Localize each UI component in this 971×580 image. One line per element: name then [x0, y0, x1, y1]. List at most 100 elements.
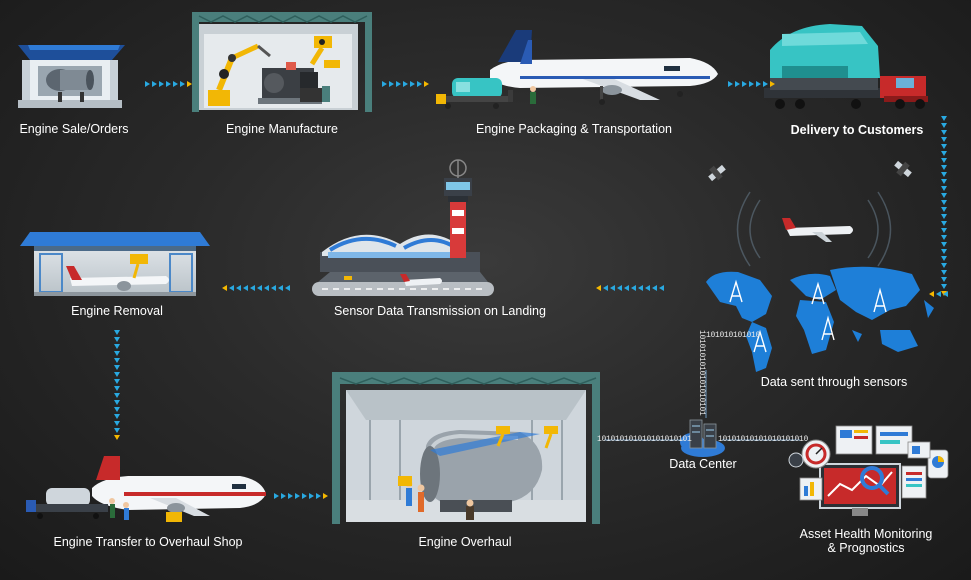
arrow-delivery-to-sensors-chevron — [941, 123, 947, 128]
arrow-delivery-to-sensors-chevron — [941, 130, 947, 135]
arrow-transfer-to-overhaul-chevron — [323, 493, 328, 499]
satellite-right-icon — [894, 160, 912, 178]
arrow-airport-to-removal-chevron — [229, 285, 234, 291]
arrow-delivery-to-sensors-chevron — [941, 165, 947, 170]
label-engine-overhaul: Engine Overhaul — [418, 535, 512, 549]
arrow-delivery-to-sensors-chevron — [941, 214, 947, 219]
arrow-map-to-airport-chevron — [645, 285, 650, 291]
label-data-center: Data Center — [669, 457, 737, 471]
arrow-delivery-to-sensors-chevron — [941, 270, 947, 275]
arrow-delivery-to-sensors-chevron — [941, 221, 947, 226]
arrow-packaging-to-delivery — [728, 81, 775, 87]
arrow-packaging-to-delivery-chevron — [728, 81, 733, 87]
arrow-into-map-chevron — [943, 291, 948, 297]
arrow-into-map-chevron — [929, 291, 934, 297]
arrow-map-to-airport-chevron — [652, 285, 657, 291]
arrow-delivery-to-sensors-chevron — [941, 193, 947, 198]
binary-stream-right: 10101010101010101010 — [718, 435, 809, 444]
arrow-map-to-airport-chevron — [603, 285, 608, 291]
delivery-truck-illustration — [764, 24, 928, 109]
in-flight-plane-icon — [782, 218, 853, 242]
arrow-removal-to-transfer-chevron — [114, 407, 120, 412]
data-center-illustration — [680, 419, 725, 457]
label-engine-removal: Engine Removal — [71, 304, 163, 318]
arrow-manufacture-to-packaging — [382, 81, 429, 87]
arrow-sale-to-manufacture-chevron — [152, 81, 157, 87]
asset-health-dashboard-illustration — [788, 425, 949, 516]
arrow-delivery-to-sensors-chevron — [941, 277, 947, 282]
label-delivery: Delivery to Customers — [790, 123, 924, 137]
arrow-map-to-airport-chevron — [610, 285, 615, 291]
arrow-map-to-airport-chevron — [638, 285, 643, 291]
arrow-removal-to-transfer-chevron — [114, 414, 120, 419]
arrow-packaging-to-delivery-chevron — [763, 81, 768, 87]
arrow-packaging-to-delivery-chevron — [770, 81, 775, 87]
arrow-transfer-to-overhaul-chevron — [316, 493, 321, 499]
label-asset-health-1: Asset Health Monitoring — [799, 527, 933, 541]
label-asset-health-2: & Prognostics — [827, 541, 905, 555]
binary-stream-vertical: 1010101010101010101 — [697, 330, 706, 416]
binary-stream-left: 101010101010101010101 — [597, 435, 692, 444]
arrow-airport-to-removal-chevron — [250, 285, 255, 291]
arrow-removal-to-transfer-chevron — [114, 421, 120, 426]
arrow-delivery-to-sensors-chevron — [941, 200, 947, 205]
arrow-manufacture-to-packaging-chevron — [417, 81, 422, 87]
arrow-removal-to-transfer-chevron — [114, 330, 120, 335]
arrow-airport-to-removal-chevron — [271, 285, 276, 291]
arrow-manufacture-to-packaging-chevron — [389, 81, 394, 87]
arrow-into-map — [929, 291, 948, 297]
arrow-packaging-to-delivery-chevron — [742, 81, 747, 87]
arrow-delivery-to-sensors-chevron — [941, 172, 947, 177]
engine-transfer-illustration — [26, 456, 266, 522]
binary-stream-map: 101010101010 — [706, 331, 761, 340]
arrow-removal-to-transfer-chevron — [114, 365, 120, 370]
label-engine-transfer: Engine Transfer to Overhaul Shop — [53, 535, 243, 549]
arrow-delivery-to-sensors-chevron — [941, 151, 947, 156]
arrow-removal-to-transfer-chevron — [114, 351, 120, 356]
arrow-delivery-to-sensors-chevron — [941, 144, 947, 149]
arrow-map-to-airport-chevron — [596, 285, 601, 291]
flow-arrows — [114, 81, 948, 499]
arrow-sale-to-manufacture-chevron — [180, 81, 185, 87]
arrow-map-to-airport-chevron — [617, 285, 622, 291]
arrow-removal-to-transfer-chevron — [114, 386, 120, 391]
engine-sale-illustration — [18, 45, 125, 108]
arrow-removal-to-transfer-chevron — [114, 400, 120, 405]
arrow-removal-to-transfer-chevron — [114, 435, 120, 440]
arrow-delivery-to-sensors-chevron — [941, 242, 947, 247]
arrow-removal-to-transfer-chevron — [114, 337, 120, 342]
engine-packaging-illustration — [436, 30, 718, 109]
label-data-sent: Data sent through sensors — [760, 375, 908, 389]
arrow-manufacture-to-packaging-chevron — [403, 81, 408, 87]
arrow-into-map-chevron — [936, 291, 941, 297]
arrow-delivery-to-sensors-chevron — [941, 256, 947, 261]
label-engine-manufacture: Engine Manufacture — [226, 122, 338, 136]
arrow-map-to-airport-chevron — [624, 285, 629, 291]
arrow-transfer-to-overhaul — [274, 493, 328, 499]
arrow-manufacture-to-packaging-chevron — [382, 81, 387, 87]
airport-illustration — [312, 159, 494, 296]
arrow-delivery-to-sensors-chevron — [941, 207, 947, 212]
arrow-removal-to-transfer-chevron — [114, 379, 120, 384]
arrow-removal-to-transfer-chevron — [114, 393, 120, 398]
arrow-airport-to-removal-chevron — [285, 285, 290, 291]
label-engine-sale: Engine Sale/Orders — [19, 122, 129, 136]
satellite-left-icon — [708, 164, 726, 182]
arrow-airport-to-removal — [222, 285, 290, 291]
arrow-delivery-to-sensors-chevron — [941, 158, 947, 163]
world-map-illustration — [706, 266, 934, 372]
signal-waves-icon — [736, 191, 892, 267]
cell-tower-icons — [729, 279, 887, 353]
arrow-packaging-to-delivery-chevron — [735, 81, 740, 87]
arrow-airport-to-removal-chevron — [222, 285, 227, 291]
arrow-packaging-to-delivery-chevron — [756, 81, 761, 87]
arrow-airport-to-removal-chevron — [236, 285, 241, 291]
arrow-airport-to-removal-chevron — [257, 285, 262, 291]
arrow-manufacture-to-packaging-chevron — [424, 81, 429, 87]
label-sensor-data: Sensor Data Transmission on Landing — [334, 304, 546, 318]
arrow-manufacture-to-packaging-chevron — [396, 81, 401, 87]
arrow-packaging-to-delivery-chevron — [749, 81, 754, 87]
arrow-delivery-to-sensors-chevron — [941, 179, 947, 184]
arrow-map-to-airport — [596, 285, 664, 291]
arrow-map-to-airport-chevron — [659, 285, 664, 291]
